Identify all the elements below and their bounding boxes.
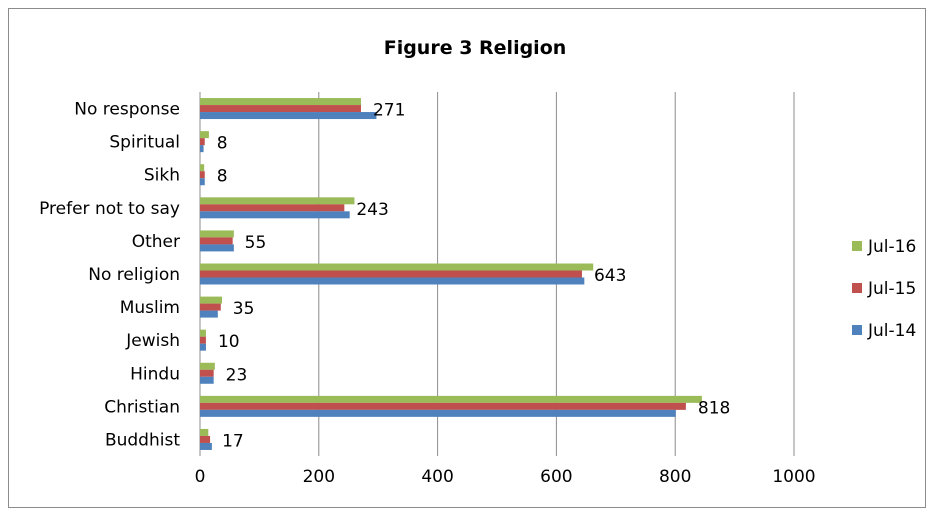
bar-jul-14-other — [200, 244, 234, 252]
bar-jul-16-prefer-not-to-say — [200, 197, 355, 205]
category-label: No religion — [88, 265, 180, 285]
legend-label: Jul-14 — [867, 321, 916, 341]
x-tick-label: 1000 — [772, 467, 815, 487]
data-label: 243 — [356, 200, 388, 220]
gridlines — [199, 92, 795, 456]
bar-jul-16-jewish — [200, 329, 206, 337]
legend-swatch — [852, 283, 862, 293]
bar-jul-16-christian — [200, 395, 702, 403]
bar-jul-14-spiritual — [200, 145, 204, 153]
legend-swatch — [852, 241, 862, 251]
bar-jul-14-prefer-not-to-say — [200, 211, 350, 219]
category-labels: No response Spiritual Sikh Prefer not to sa… — [39, 100, 180, 451]
data-label: 10 — [218, 332, 240, 352]
bar-jul-16-other — [200, 230, 234, 238]
category-label: Christian — [104, 397, 180, 417]
chart-frame — [8, 8, 926, 508]
bar-jul-14-christian — [200, 409, 676, 417]
x-tick-label: 200 — [303, 467, 335, 487]
bar-jul-14-buddhist — [200, 442, 212, 450]
bar-jul-14-sikh — [200, 178, 205, 186]
bar-jul-15-other — [200, 237, 233, 245]
legend-label: Jul-15 — [867, 279, 916, 299]
bar-jul-15-jewish — [200, 336, 206, 344]
bar-jul-15-sikh — [200, 171, 205, 179]
data-labels: 271 8 8 243 55 643 35 10 23 818 17 — [217, 101, 731, 452]
bar-jul-14-no-response — [200, 112, 377, 120]
bar-jul-15-hindu — [200, 369, 214, 377]
data-label: 17 — [222, 431, 244, 451]
chart-title: Figure 3 Religion — [384, 37, 567, 59]
bar-jul-16-buddhist — [200, 428, 209, 436]
legend-label: Jul-16 — [867, 237, 916, 257]
category-label: Buddhist — [105, 430, 180, 450]
bar-jul-15-no-religion — [200, 270, 582, 278]
bar-jul-16-no-response — [200, 98, 361, 106]
bar-jul-15-christian — [200, 402, 686, 410]
category-label: Spiritual — [109, 133, 180, 153]
data-label: 818 — [698, 398, 730, 418]
bar-jul-14-muslim — [200, 310, 218, 318]
data-label: 8 — [217, 134, 228, 154]
category-label: Sikh — [144, 166, 180, 186]
x-tick-labels: 0 200 400 600 800 1000 — [195, 467, 816, 487]
data-label: 643 — [594, 266, 626, 286]
data-label: 8 — [217, 167, 228, 187]
bars — [200, 98, 702, 450]
bar-jul-14-jewish — [200, 343, 206, 351]
x-tick-label: 400 — [421, 467, 453, 487]
bar-jul-16-hindu — [200, 362, 215, 370]
bar-jul-15-muslim — [200, 303, 221, 311]
bar-jul-14-no-religion — [200, 277, 585, 285]
data-label: 271 — [373, 101, 405, 121]
bar-jul-15-spiritual — [200, 138, 205, 146]
x-tick-label: 600 — [540, 467, 572, 487]
legend-swatch — [852, 325, 862, 335]
category-label: Prefer not to say — [39, 199, 180, 219]
bar-jul-16-sikh — [200, 164, 205, 172]
category-label: No response — [74, 100, 180, 120]
data-label: 23 — [226, 365, 248, 385]
category-label: Jewish — [125, 331, 180, 351]
legend: Jul-16 Jul-15 Jul-14 — [852, 237, 916, 341]
data-label: 55 — [245, 233, 267, 253]
category-label: Other — [132, 232, 180, 252]
x-tick-label: 0 — [195, 467, 206, 487]
bar-jul-14-hindu — [200, 376, 214, 384]
bar-jul-16-no-religion — [200, 263, 594, 271]
data-label: 35 — [233, 299, 255, 319]
bar-jul-15-buddhist — [200, 435, 211, 443]
bar-jul-15-no-response — [200, 105, 361, 113]
category-label: Hindu — [130, 364, 180, 384]
bar-jul-16-spiritual — [200, 131, 209, 139]
category-label: Muslim — [120, 298, 180, 318]
bar-jul-15-prefer-not-to-say — [200, 204, 345, 212]
x-tick-label: 800 — [659, 467, 691, 487]
bar-jul-16-muslim — [200, 296, 222, 304]
